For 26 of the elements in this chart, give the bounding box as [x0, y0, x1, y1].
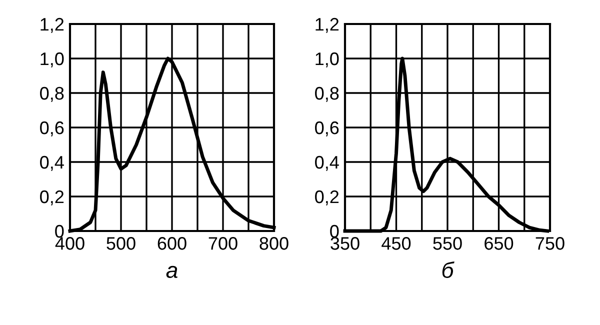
x-tick-label: 450 [382, 237, 411, 250]
x-tick-label: 650 [484, 237, 514, 250]
y-tick-label: 1,0 [316, 52, 339, 68]
x-axis-title: б [442, 262, 454, 278]
x-tick-label: 550 [433, 237, 462, 250]
x-tick-label: 350 [330, 237, 360, 250]
y-tick-label: 0,4 [315, 156, 339, 171]
y-tick-label: 0,2 [315, 190, 339, 206]
y-tick-label: 1,2 [40, 18, 64, 33]
x-tick-label: 750 [536, 237, 564, 250]
x-tick-label: 700 [208, 237, 238, 250]
y-tick-label: 0,2 [40, 190, 64, 206]
x-tick-label: 800 [260, 237, 288, 250]
y-tick-label: 0,6 [40, 121, 64, 136]
y-tick-label: 0,8 [40, 86, 64, 102]
y-tick-label: 0,8 [315, 86, 339, 102]
x-tick-label: 400 [55, 237, 84, 250]
y-tick-label: 0,4 [40, 156, 64, 171]
y-tick-label: 1,2 [316, 18, 339, 33]
y-tick-label: 0,6 [315, 121, 339, 136]
y-tick-label: 0 [55, 224, 64, 238]
x-axis-title: а [166, 266, 178, 278]
y-tick-label: 0 [330, 224, 339, 238]
y-tick-label: 1,0 [40, 52, 64, 68]
x-tick-label: 600 [158, 237, 186, 250]
x-tick-label: 500 [106, 237, 136, 250]
